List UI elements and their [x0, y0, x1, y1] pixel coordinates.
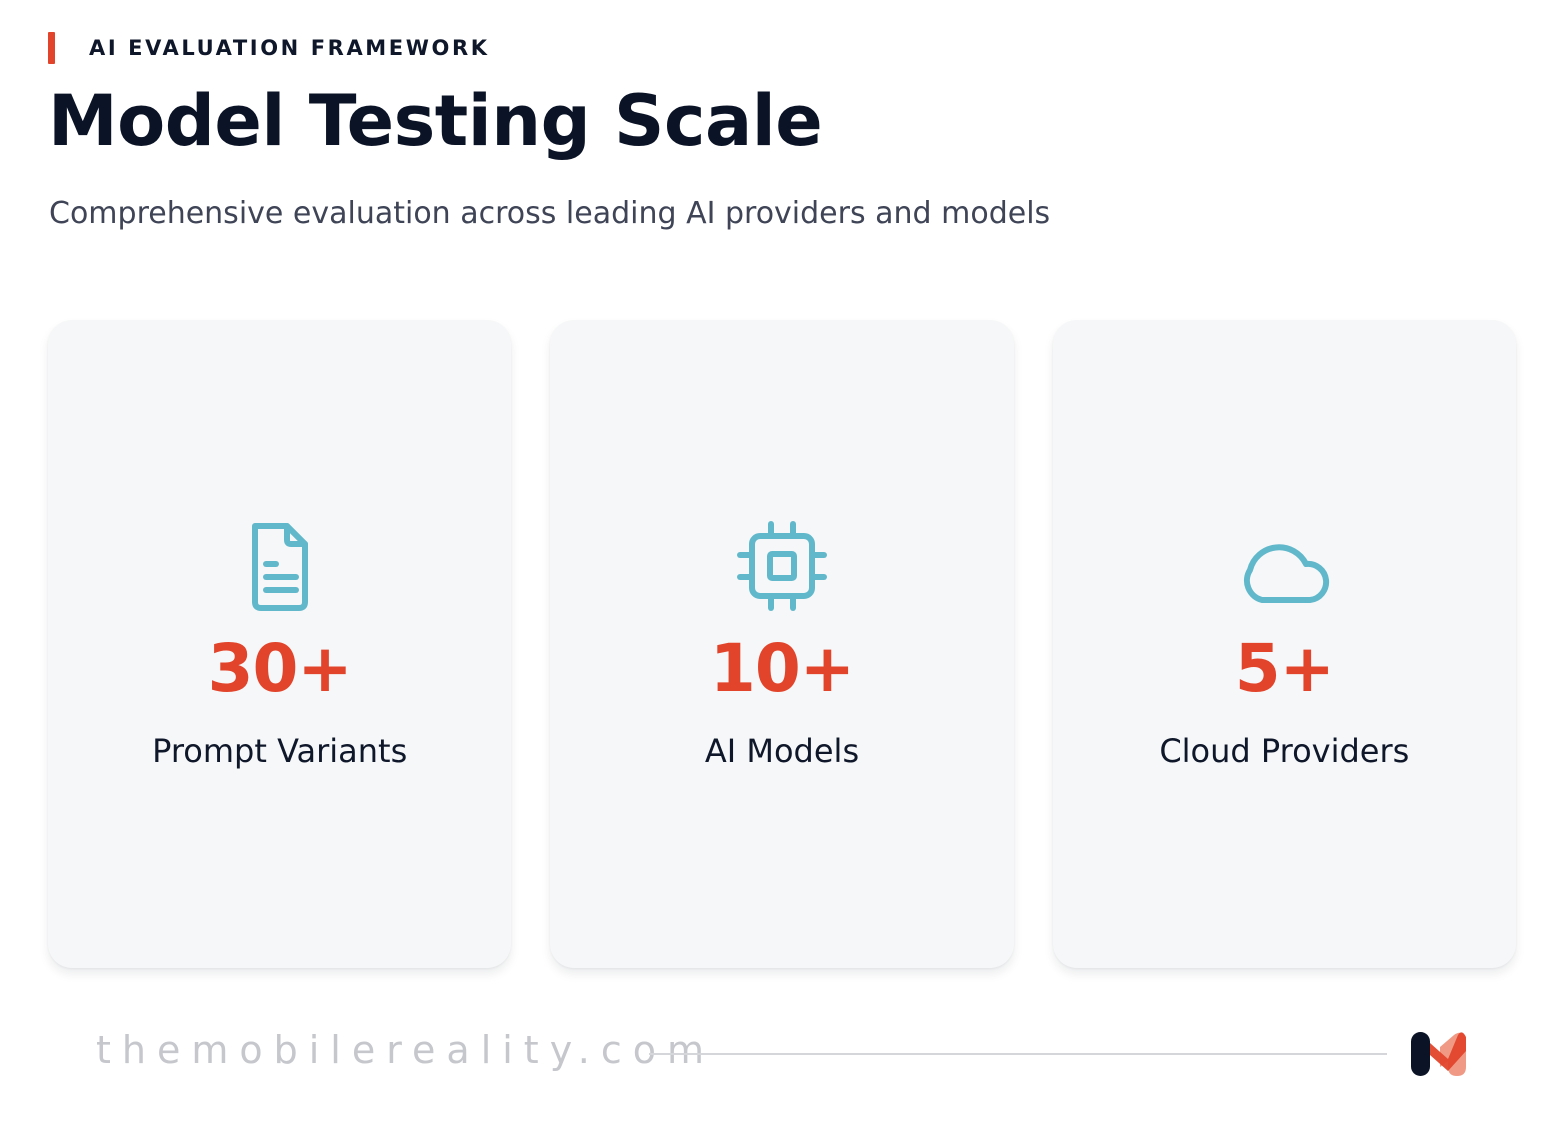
eyebrow: AI EVALUATION FRAMEWORK [48, 32, 490, 64]
brand-logo-icon [1410, 1031, 1468, 1077]
cloud-icon [1234, 516, 1334, 616]
eyebrow-accent-bar [48, 32, 55, 64]
stat-value: 5+ [1234, 630, 1335, 707]
footer-divider [649, 1053, 1387, 1055]
page-title: Model Testing Scale [48, 80, 823, 162]
footer-website: themobilereality.com [96, 1028, 716, 1072]
document-icon [230, 516, 330, 616]
stat-label: Cloud Providers [1159, 732, 1410, 770]
stat-label: AI Models [704, 732, 860, 770]
stat-value: 10+ [709, 630, 855, 707]
page-subtitle: Comprehensive evaluation across leading … [49, 196, 1051, 231]
stat-value: 30+ [207, 630, 353, 707]
stats-cards: 30+ Prompt Variants 10+ AI Mo [48, 320, 1516, 968]
stat-card-ai-models: 10+ AI Models [550, 320, 1014, 968]
stat-card-prompt-variants: 30+ Prompt Variants [48, 320, 512, 968]
stat-label: Prompt Variants [152, 732, 408, 770]
stat-card-cloud-providers: 5+ Cloud Providers [1052, 320, 1516, 968]
eyebrow-text: AI EVALUATION FRAMEWORK [89, 36, 490, 60]
chip-icon [732, 516, 832, 616]
